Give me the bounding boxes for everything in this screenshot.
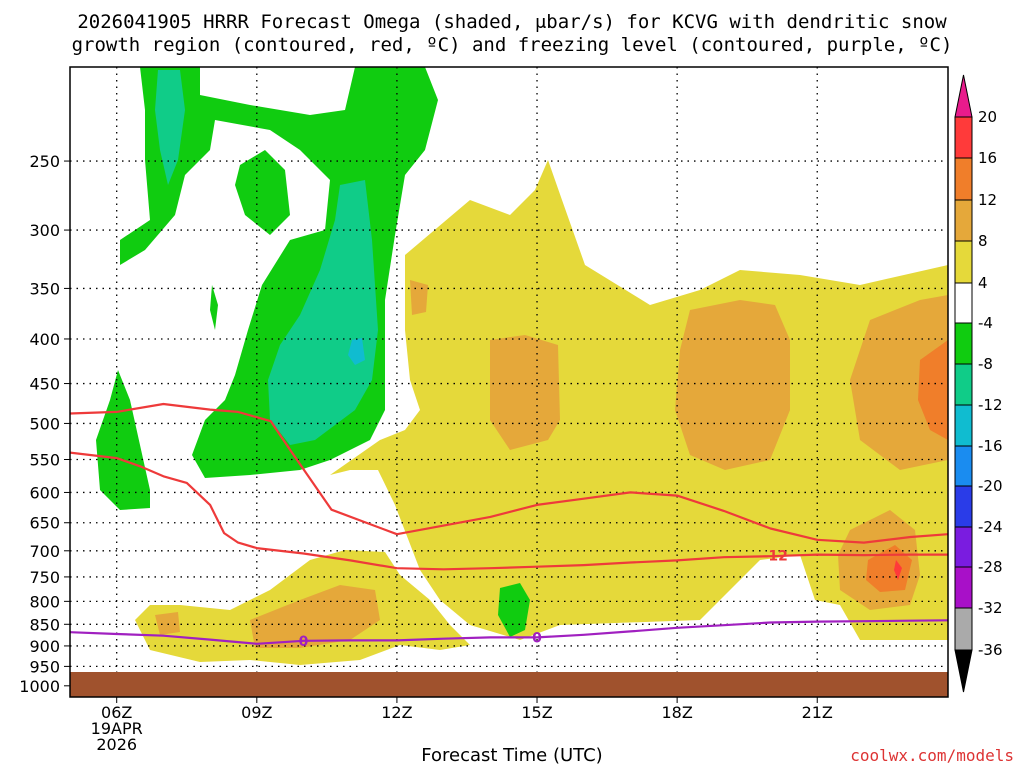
omega-region-teal-2: [268, 180, 378, 445]
colorbar-label: 16: [978, 149, 997, 167]
colorbar-box: [954, 404, 973, 447]
omega-region-orange-5: [250, 585, 380, 648]
contour-line: [70, 451, 948, 571]
omega-region-darkorange-2: [866, 545, 912, 592]
chart-contours: -12 0 0: [70, 402, 948, 650]
colorbar-box: [954, 566, 973, 609]
ground-strip: [70, 672, 948, 697]
colorbar-box: [954, 116, 973, 159]
y-tick-label: 850: [29, 615, 60, 634]
colorbar-label: 12: [978, 191, 997, 209]
colorbar: 20 16 12 8 4 -4 -8 -12 -16 -20 -24 -28 -32 -36: [954, 74, 1003, 693]
x-date-label: 2026: [96, 735, 137, 754]
contour-label: 0: [299, 634, 309, 650]
colorbar-box: [954, 363, 973, 406]
chart-title-line-1: 2026041905 HRRR Forecast Omega (shaded, …: [77, 11, 947, 33]
omega-region-green-4: [498, 583, 530, 637]
y-tick-label: 900: [29, 637, 60, 656]
colorbar-label: -36: [978, 641, 1003, 659]
contour-label: 0: [532, 630, 542, 646]
y-tick-label: 500: [29, 414, 60, 433]
omega-shading: [96, 67, 948, 665]
omega-region-orange-2: [675, 300, 790, 470]
x-tick-label: 18Z: [661, 703, 692, 722]
contour-label: -12: [763, 549, 788, 565]
y-axis: 250 300 350 400 450 500 550 600 650 700 750 800 850 9…: [19, 152, 70, 696]
x-tick-label: 21Z: [802, 703, 833, 722]
colorbar-bottom-arrow: [954, 649, 973, 693]
colorbar-label: 20: [978, 108, 997, 126]
x-tick-label: 09Z: [241, 703, 272, 722]
colorbar-box: [954, 157, 973, 201]
colorbar-label: -4: [978, 314, 993, 332]
x-tick-label: 12Z: [381, 703, 412, 722]
x-tick-label: 15Z: [521, 703, 552, 722]
y-tick-label: 800: [29, 592, 60, 611]
colorbar-label: -16: [978, 437, 1003, 455]
colorbar-box: [954, 240, 973, 284]
omega-region-orange-7: [155, 612, 180, 635]
y-tick-label: 400: [29, 330, 60, 349]
omega-region-darkorange-1: [918, 340, 948, 440]
y-tick-label: 350: [29, 279, 60, 298]
x-tick-label: 06Z: [101, 703, 132, 722]
y-tick-label: 550: [29, 451, 60, 470]
colorbar-label: -24: [978, 518, 1003, 536]
colorbar-box: [954, 445, 973, 487]
colorbar-box: [954, 607, 973, 651]
omega-region-green-3: [96, 370, 150, 510]
omega-region-green-2: [235, 150, 290, 235]
y-tick-label: 750: [29, 568, 60, 587]
colorbar-top-arrow: [954, 74, 973, 118]
omega-region-cyan-spot: [348, 338, 365, 365]
omega-region-green-5: [210, 285, 218, 330]
omega-region-orange-1: [490, 335, 560, 450]
credit-link[interactable]: coolwx.com/models: [850, 746, 1014, 765]
colorbar-label: -20: [978, 477, 1003, 495]
omega-region-yellow-main: [330, 160, 948, 640]
omega-region-orange-3: [850, 295, 948, 470]
colorbar-box: [954, 199, 973, 242]
x-axis-label: Forecast Time (UTC): [421, 745, 603, 766]
colorbar-label: -8: [978, 355, 993, 373]
colorbar-label: -28: [978, 558, 1003, 576]
colorbar-box: [954, 282, 973, 324]
colorbar-label: -32: [978, 599, 1003, 617]
chart-title-line-2: growth region (contoured, red, ºC) and f…: [71, 34, 953, 56]
plot-frame: [69, 66, 949, 698]
colorbar-label: -12: [978, 396, 1003, 414]
omega-region-orange-6: [410, 280, 428, 315]
omega-region-red-spot: [894, 560, 902, 580]
colorbar-label: 4: [978, 274, 988, 292]
y-tick-label: 950: [29, 657, 60, 676]
y-tick-label: 1000: [19, 677, 60, 696]
y-tick-label: 450: [29, 375, 60, 394]
contour-line: [70, 402, 948, 544]
y-tick-label: 300: [29, 221, 60, 240]
y-tick-label: 650: [29, 514, 60, 533]
colorbar-box: [954, 526, 973, 568]
y-tick-label: 700: [29, 542, 60, 561]
y-tick-label: 250: [29, 152, 60, 171]
y-tick-label: 600: [29, 483, 60, 502]
colorbar-box: [954, 485, 973, 528]
colorbar-label: 8: [978, 232, 988, 250]
colorbar-box: [954, 322, 973, 365]
contour-line: [70, 619, 948, 645]
x-date-label: 19APR: [91, 719, 143, 738]
omega-region-teal-1: [155, 70, 185, 185]
